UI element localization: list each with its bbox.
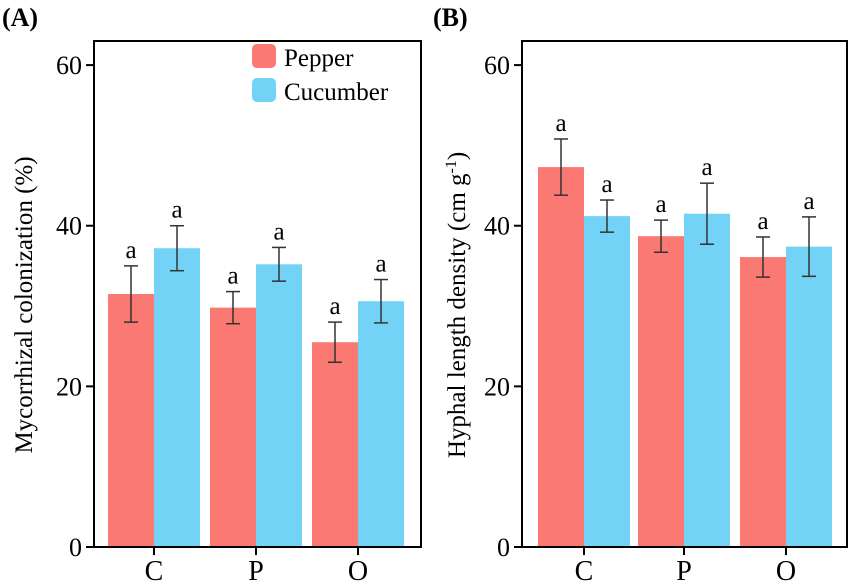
panel-b-plot-frame	[521, 40, 848, 548]
panel-a-x-tick-label-c: C	[145, 556, 164, 581]
panel-b-y-axis-title-end: )	[444, 152, 471, 160]
panel-b-sig-label-pepper-c: a	[555, 110, 566, 137]
panel-a-y-tick-label: 60	[56, 51, 82, 80]
panel-b-sig-label-pepper-o: a	[757, 208, 768, 235]
panel-a: (A) Mycorrhizal colonization (%) aaaaaa …	[2, 3, 422, 581]
panel-a-label: (A)	[2, 3, 38, 32]
legend-swatch-pepper	[252, 44, 276, 68]
panel-a-x-tick-label-o: O	[348, 556, 368, 581]
panel-b-y-axis-title-main: Hyphal length density (cm g	[444, 173, 471, 458]
panel-b-sig-label-pepper-p: a	[655, 191, 666, 218]
panel-a-y-tick-label: 0	[69, 533, 82, 562]
panel-b-bar-cucumber-o	[786, 246, 832, 547]
panel-a-y-tick-label: 40	[56, 212, 82, 241]
panel-a-bar-pepper-o	[312, 342, 358, 547]
panel-b-x-tick-label-c: C	[575, 556, 594, 581]
panel-b-x-tick-label-o: O	[776, 556, 796, 581]
panel-b-bar-cucumber-p	[684, 213, 730, 547]
legend-label-pepper: Pepper	[284, 45, 354, 72]
panel-a-sig-label-pepper-c: a	[125, 237, 136, 264]
panel-a-x-tick-label-p: P	[248, 556, 264, 581]
panel-b-y-tick-label: 60	[484, 51, 510, 80]
panel-b-y-axis-title: Hyphal length density (cm g-1)	[443, 152, 471, 458]
panel-a-sig-label-cucumber-p: a	[273, 218, 284, 245]
panel-a-sig-label-cucumber-c: a	[171, 197, 182, 224]
panel-a-sig-label-pepper-p: a	[227, 263, 238, 290]
panel-b-bar-pepper-c	[538, 167, 584, 547]
legend-label-cucumber: Cucumber	[284, 79, 389, 106]
legend: Pepper Cucumber	[252, 44, 389, 106]
panel-a-bar-pepper-p	[210, 307, 256, 547]
panel-b-sig-label-cucumber-p: a	[701, 154, 712, 181]
panel-b-sig-label-cucumber-o: a	[803, 188, 814, 215]
panel-a-bar-pepper-c	[108, 294, 154, 547]
panel-b-y-tick-label: 40	[484, 212, 510, 241]
panel-b-label: (B)	[433, 3, 468, 32]
panel-a-y-tick-label: 20	[56, 372, 82, 401]
panel-a-y-axis-title: Mycorrhizal colonization (%)	[11, 156, 38, 453]
panel-a-bar-cucumber-p	[256, 264, 302, 547]
panel-a-bar-cucumber-o	[358, 301, 404, 547]
legend-swatch-cucumber	[252, 78, 276, 102]
panel-b-y-axis-title-sup: -1	[443, 160, 460, 173]
panel-a-plot-frame	[93, 40, 422, 548]
panel-b-y-tick-label: 20	[484, 372, 510, 401]
panel-a-sig-label-cucumber-o: a	[375, 251, 386, 278]
panel-a-sig-label-pepper-o: a	[329, 293, 340, 320]
panel-b-sig-label-cucumber-c: a	[601, 171, 612, 198]
panel-b: (B) Hyphal length density (cm g-1) a a a a a…	[433, 3, 848, 581]
panel-a-bar-cucumber-c	[154, 248, 200, 547]
panel-b-bar-pepper-o	[740, 257, 786, 547]
panel-b-x-tick-label-p: P	[676, 556, 692, 581]
panel-b-bar-cucumber-c	[584, 216, 630, 548]
panel-b-y-tick-label: 0	[497, 533, 510, 562]
panel-b-bar-pepper-p	[638, 236, 684, 547]
